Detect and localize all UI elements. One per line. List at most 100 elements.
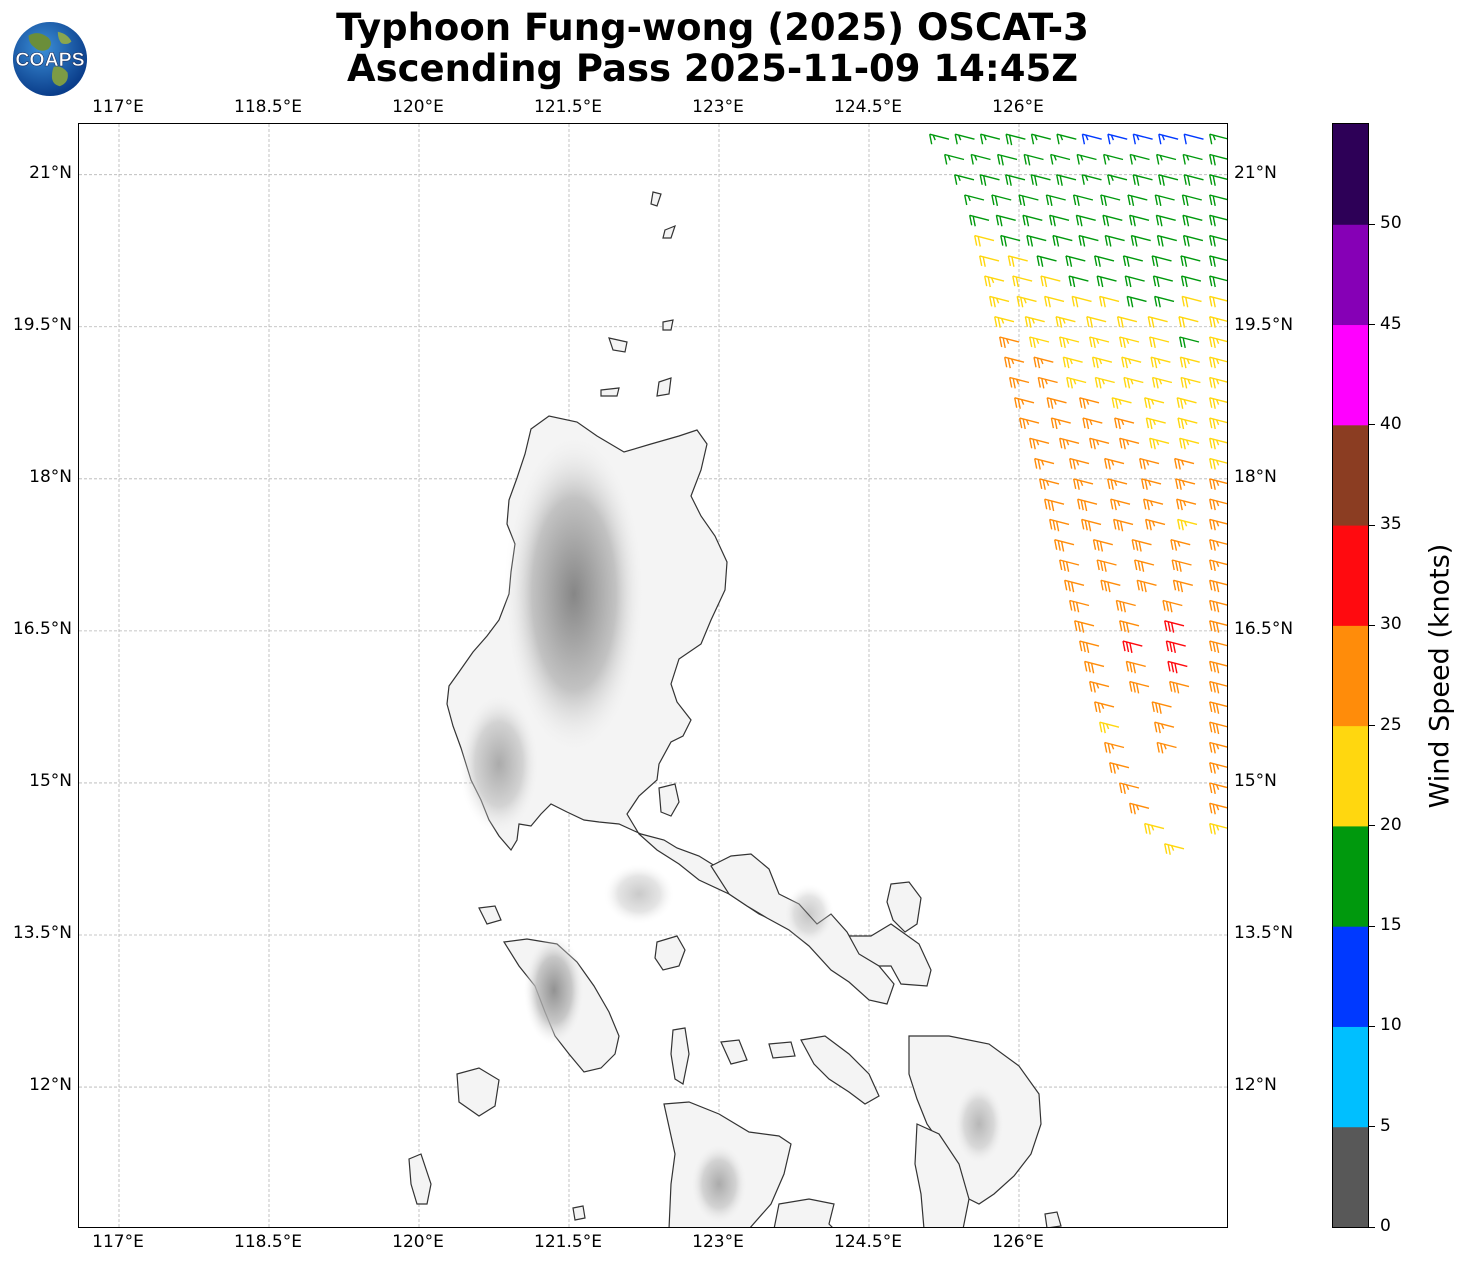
wind-barb <box>1126 295 1147 308</box>
wind-barb <box>1209 316 1227 328</box>
wind-barb <box>1209 437 1227 450</box>
wind-barb <box>1164 620 1185 633</box>
wind-barbs-layer <box>929 133 1227 855</box>
wind-barb <box>1044 498 1065 512</box>
wind-barb <box>1065 255 1086 267</box>
colorbar-tick-label: 30 <box>1380 614 1402 635</box>
colorbar-tick-label: 50 <box>1380 213 1402 234</box>
wind-barb <box>1104 234 1125 247</box>
wind-barb <box>1076 153 1097 165</box>
wind-barb <box>1209 741 1227 754</box>
lon-tick-bottom: 126°E <box>992 1232 1044 1252</box>
wind-barb <box>1136 579 1157 593</box>
wind-barb <box>1077 498 1098 512</box>
wind-barb <box>1125 660 1146 674</box>
wind-barb <box>1209 295 1227 308</box>
wind-barb <box>1089 336 1110 349</box>
wind-barb <box>1056 133 1077 145</box>
wind-barb <box>1209 518 1227 531</box>
wind-barb <box>1100 194 1121 207</box>
wind-barb <box>1096 275 1117 288</box>
colorbar-tick-label: 15 <box>1380 915 1402 936</box>
wind-barb <box>1151 255 1172 267</box>
wind-barb <box>1115 599 1136 613</box>
colorbar-swatch-3 <box>1333 825 1368 927</box>
lat-tick-left: 19.5°N <box>12 314 72 335</box>
colorbar-swatch-6 <box>1333 525 1368 626</box>
wind-barb <box>999 336 1020 349</box>
wind-barb <box>1178 316 1199 328</box>
land-layer <box>408 191 1062 1227</box>
wind-barb <box>1069 457 1090 470</box>
wind-barb <box>1180 376 1201 389</box>
wind-barb <box>1107 478 1128 490</box>
wind-barb <box>1052 234 1073 247</box>
wind-barb <box>1059 437 1080 450</box>
wind-barb <box>1122 255 1143 267</box>
lon-tick-bottom: 117°E <box>92 1232 144 1252</box>
wind-barb <box>1099 721 1120 734</box>
wind-barb <box>1209 559 1227 572</box>
wind-barb <box>1119 437 1140 450</box>
wind-barb <box>1049 214 1070 227</box>
wind-barb <box>1019 417 1040 430</box>
colorbar <box>1332 123 1369 1228</box>
colorbar-tick <box>1369 1226 1375 1228</box>
wind-barb <box>1154 295 1175 308</box>
wind-barb <box>1162 599 1183 613</box>
colorbar-swatches <box>1333 124 1368 1228</box>
map-canvas <box>79 124 1227 1227</box>
title-line-1: Typhoon Fung-wong (2025) OSCAT-3 <box>336 6 1089 49</box>
wind-barb <box>1124 275 1145 288</box>
wind-barb <box>1209 822 1227 835</box>
wind-barb <box>1127 194 1148 207</box>
wind-barb <box>1209 498 1227 511</box>
wind-barb <box>1180 255 1201 267</box>
wind-barb <box>1151 376 1173 389</box>
wind-barb <box>929 133 950 145</box>
wind-barb <box>1179 356 1200 369</box>
babuyan-island <box>608 337 628 353</box>
wind-barb <box>1122 640 1143 654</box>
wind-barb <box>1111 397 1132 409</box>
batanes-island <box>650 191 662 207</box>
wind-barb <box>1209 417 1227 430</box>
wind-barb <box>1062 356 1083 369</box>
wind-barb <box>974 234 995 247</box>
wind-barb <box>969 214 990 227</box>
tablas-island <box>670 1027 690 1085</box>
colorbar-tick-label: 20 <box>1380 814 1402 835</box>
wind-barb <box>1046 397 1067 409</box>
wind-barb <box>994 316 1015 328</box>
wind-barb <box>1209 762 1227 774</box>
wind-barb <box>1156 741 1177 754</box>
wind-barb <box>1081 174 1102 185</box>
wind-barb <box>1059 336 1080 349</box>
lat-tick-left: 15°N <box>29 770 72 791</box>
lon-tick-top: 121.5°E <box>534 97 602 117</box>
colorbar-tick-label: 10 <box>1380 1015 1402 1036</box>
colorbar-swatch-9 <box>1333 224 1368 326</box>
wind-barb <box>989 295 1010 308</box>
wind-barb <box>1179 437 1200 450</box>
colorbar-tick <box>1369 1126 1375 1128</box>
colorbar-swatch-4 <box>1333 725 1368 827</box>
babuyan-island <box>600 387 620 397</box>
wind-barb <box>1094 376 1115 389</box>
wind-barb <box>1023 153 1044 166</box>
wind-barb <box>1154 721 1175 734</box>
colorbar-tick-label: 40 <box>1380 413 1402 434</box>
marinduque-island <box>654 935 686 971</box>
masbate-island <box>800 1035 880 1105</box>
wind-barb <box>1144 397 1165 409</box>
colorbar-tick <box>1369 624 1375 626</box>
wind-barb <box>1030 133 1051 145</box>
wind-barb <box>1129 153 1150 165</box>
wind-barb <box>1147 316 1168 328</box>
map-panel[interactable] <box>78 123 1228 1228</box>
wind-barb <box>1030 174 1051 186</box>
colorbar-tick <box>1369 925 1375 927</box>
wind-barb <box>1072 194 1094 207</box>
wind-barb <box>1029 437 1050 450</box>
wind-barb <box>1209 802 1227 815</box>
